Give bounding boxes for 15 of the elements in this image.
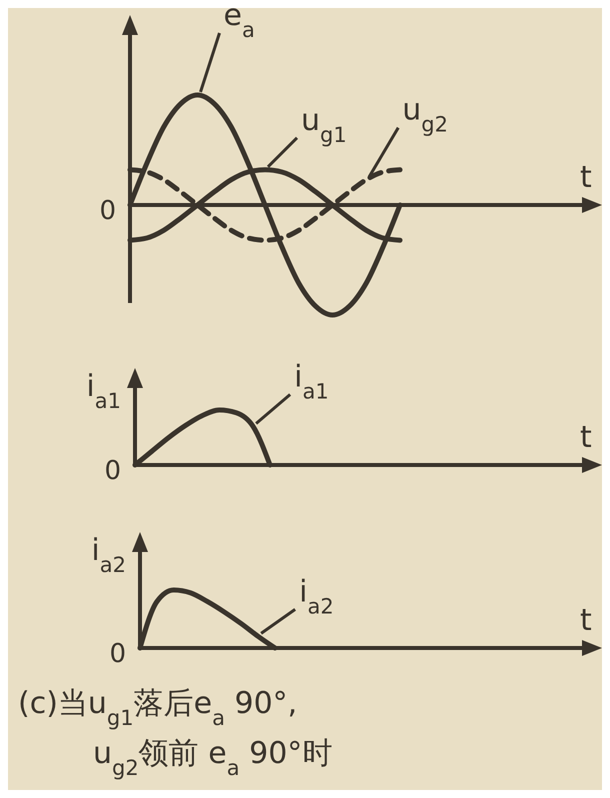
x-axis-title: t [580,420,592,455]
series-label: e$_{a}$ [224,0,255,42]
series-label: i$_{a2}$ [299,574,334,618]
text: 0 [104,456,121,486]
series-label: u$_{g1}$ [301,102,347,147]
text: 0 [109,639,126,669]
text: (c)当u$_{g1}$落后e$_{a}$ 90°, [18,686,298,730]
text: 0 [99,196,116,226]
series-label: u$_{g2}$ [402,92,448,137]
y-axis-title: i$_{a2}$ [91,533,126,577]
series-label: i$_{a1}$ [294,360,329,404]
text: u$_{g2}$领前 e$_{a}$ 90°时 [93,736,332,780]
y-axis-title: i$_{a1}$ [86,369,121,413]
x-axis-title: t [580,160,592,195]
x-axis-title: t [580,603,592,638]
